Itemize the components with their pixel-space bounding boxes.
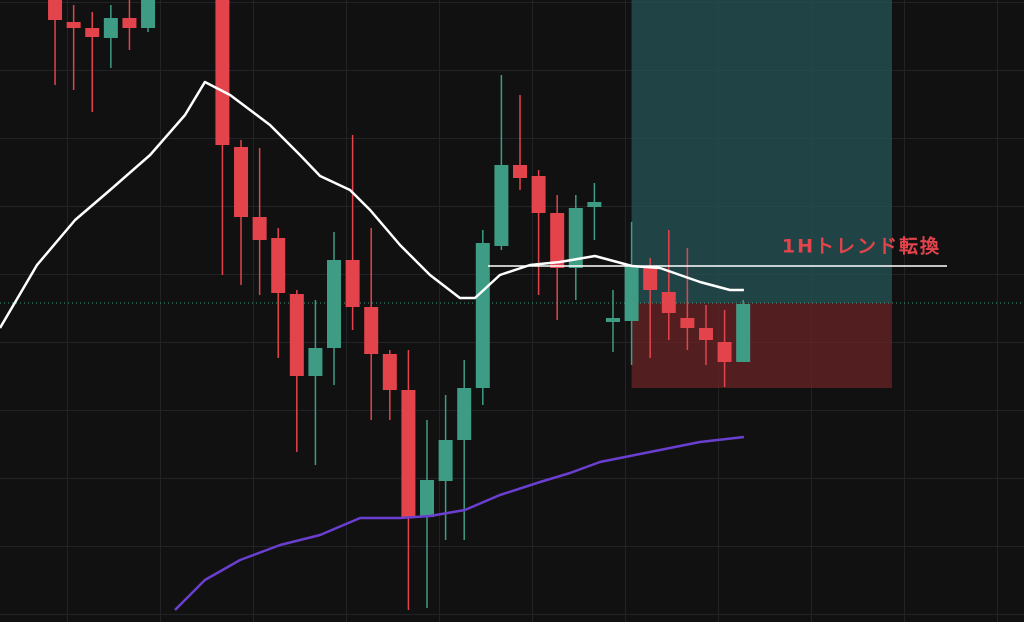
level-label: 1Hトレンド転換 [782, 235, 941, 258]
candle-body [438, 440, 453, 481]
candle-body [420, 480, 435, 517]
candle-body [215, 0, 230, 145]
candle-body [141, 0, 156, 28]
candle-body [364, 307, 379, 354]
candle-body [643, 266, 658, 290]
candle-body [308, 348, 323, 376]
candle-body [568, 208, 583, 268]
candle-body [289, 294, 304, 376]
candle-body [85, 28, 100, 37]
candle-body [271, 238, 286, 293]
candle-body [48, 0, 63, 20]
candle-body [661, 292, 676, 313]
candle-body [66, 22, 81, 28]
candle-body [587, 202, 602, 207]
candle-body [680, 318, 695, 328]
candle-body [234, 147, 249, 217]
candle-body [457, 388, 472, 440]
candle-body [252, 217, 267, 240]
target-zone [631, 0, 892, 303]
candle-body [122, 18, 137, 28]
candle-body [103, 18, 118, 38]
candle-body [512, 165, 527, 178]
candle-body [401, 390, 416, 517]
candle-body [531, 176, 546, 213]
candle-body [717, 342, 732, 362]
ma-line [174, 435, 745, 611]
candle-body [605, 318, 620, 322]
candle-body [494, 165, 509, 246]
candle-body [736, 304, 751, 362]
ma-line [0, 80, 744, 329]
candle-body [345, 260, 360, 307]
candle-body [550, 213, 565, 268]
candle-body [475, 243, 490, 388]
stop-zone [631, 303, 892, 388]
candle-body [382, 354, 397, 390]
candle-body [624, 266, 639, 321]
candle-body [327, 260, 342, 348]
candle-body [698, 328, 713, 340]
